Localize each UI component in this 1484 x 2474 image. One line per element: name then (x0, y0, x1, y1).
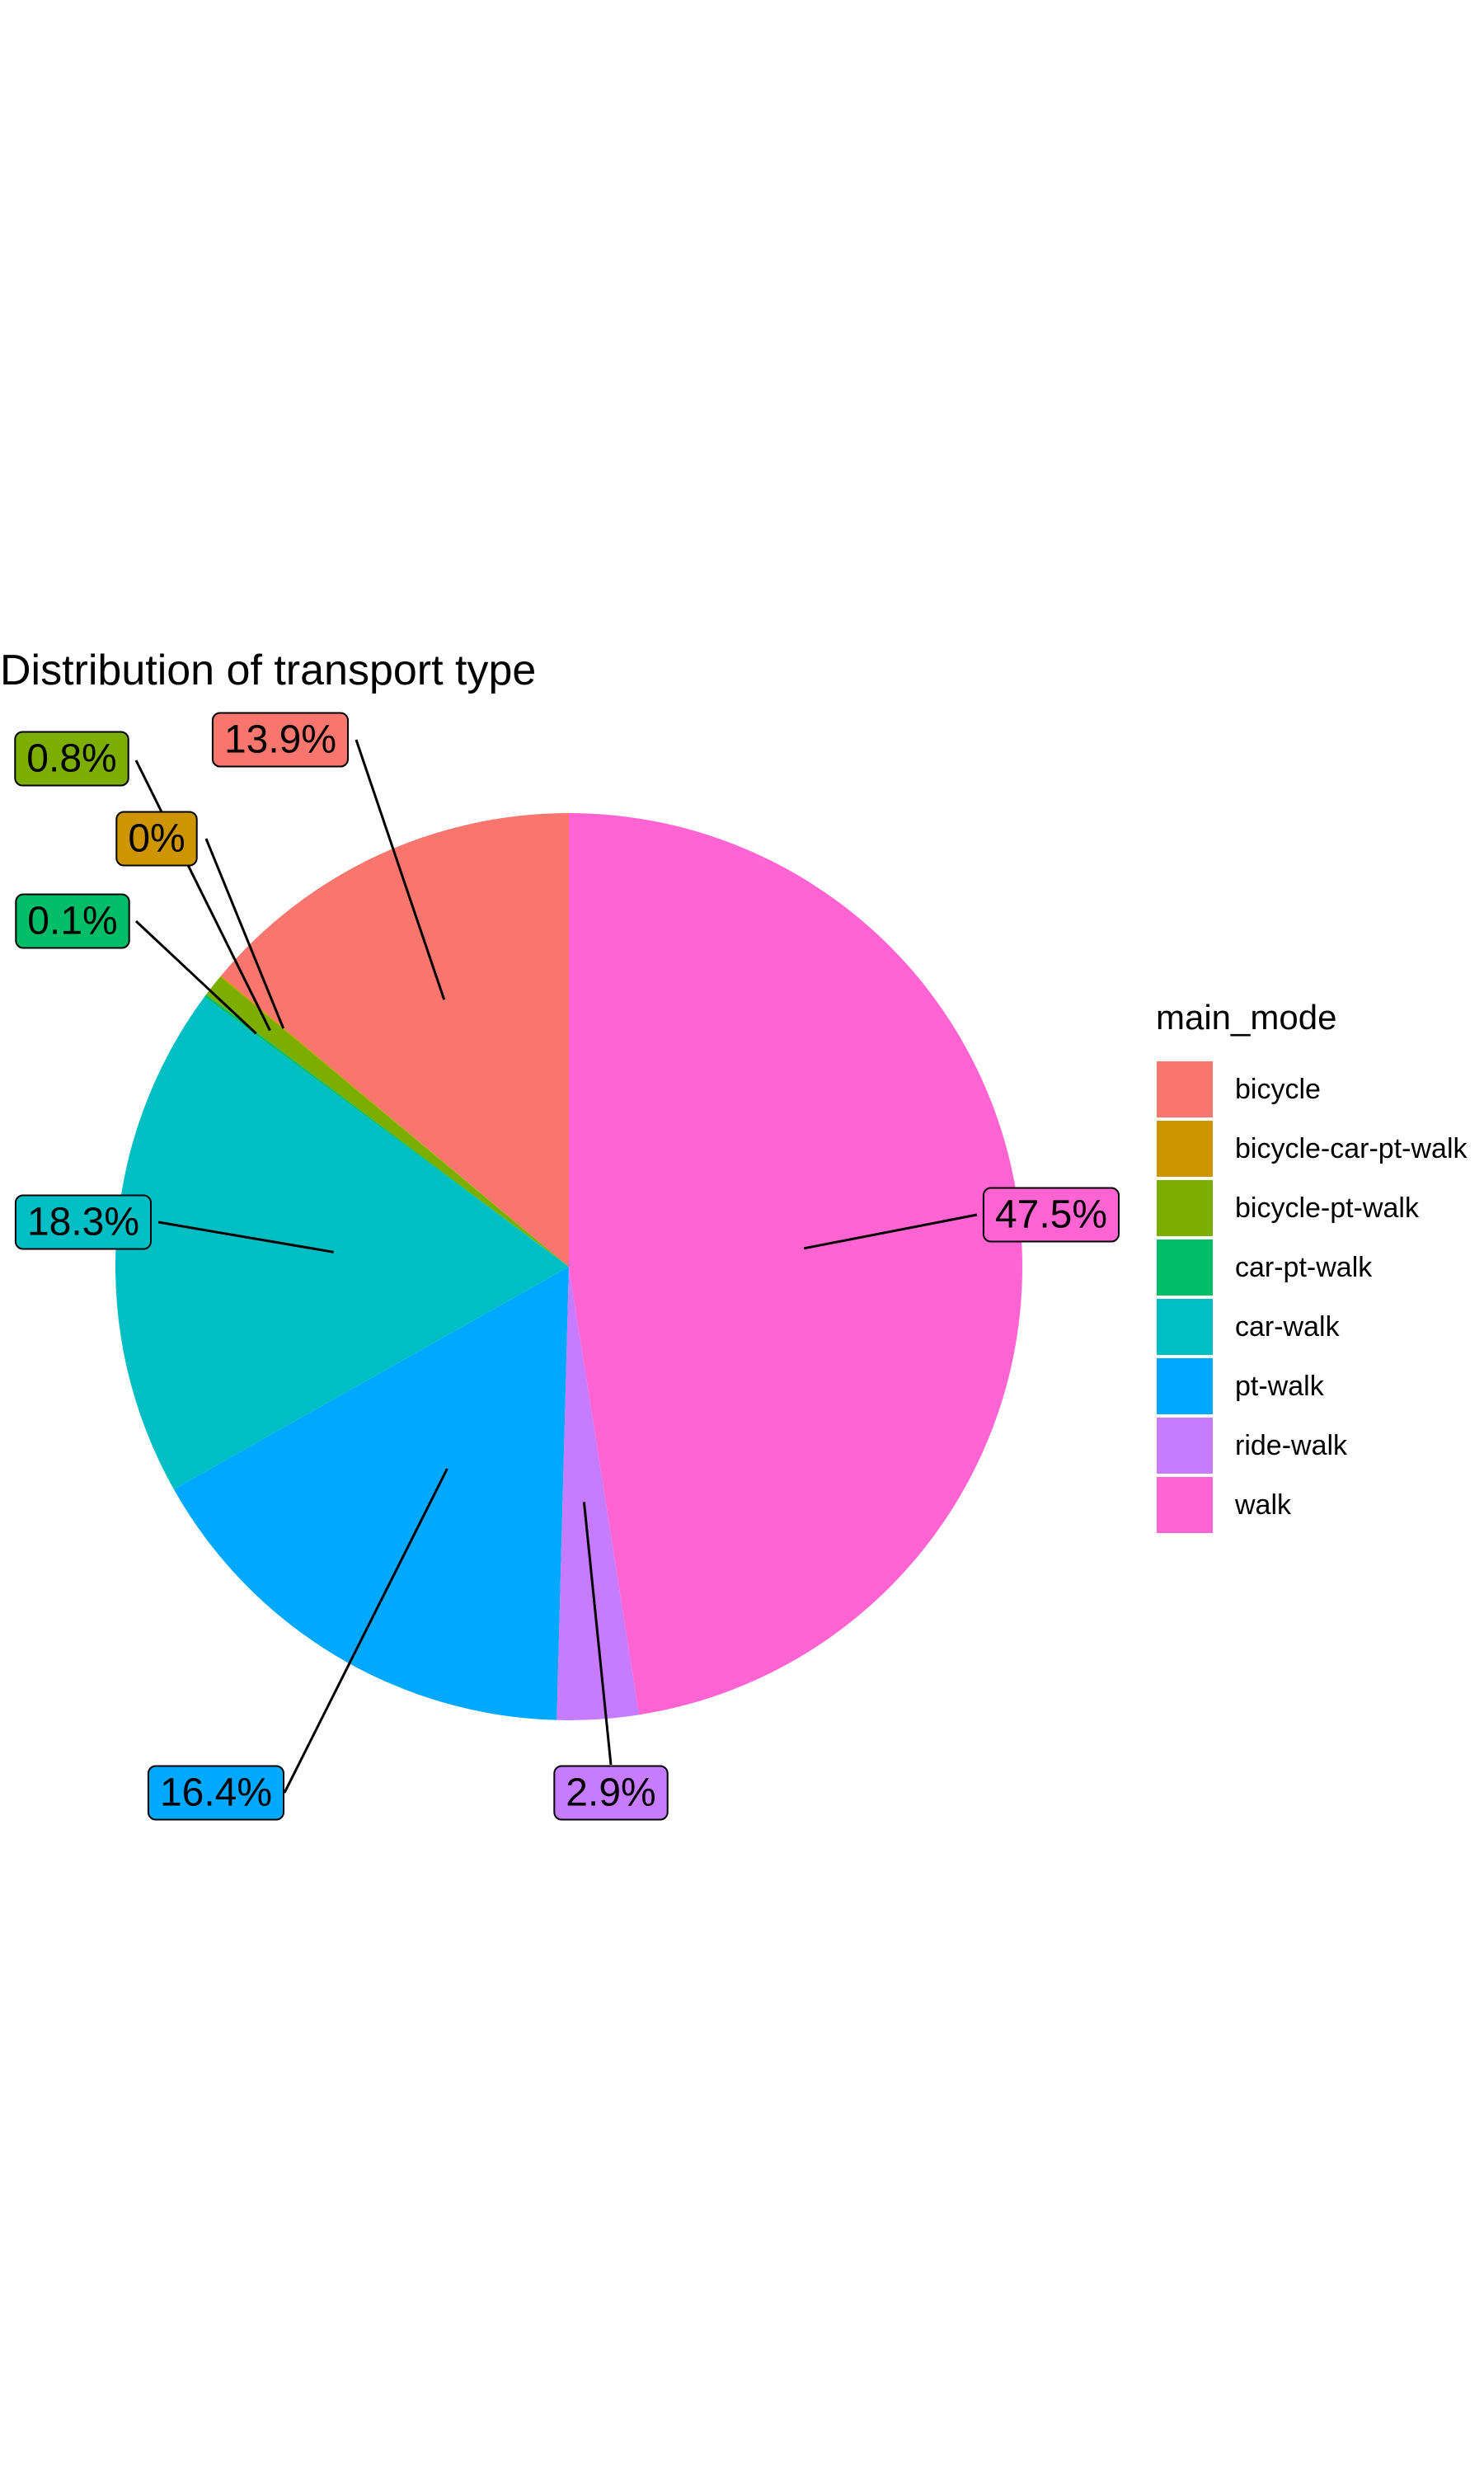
legend: main_mode bicycle bicycle-car-pt-walk bicy… (1156, 998, 1468, 1533)
slice-label-walk: 47.5% (982, 1187, 1120, 1243)
slice-label-text: 0.8% (26, 737, 116, 781)
leader-line-bicycle-car-pt-walk (204, 838, 285, 1029)
slice-label-bicycle-car-pt-walk: 0% (115, 811, 198, 867)
slice-label-box (553, 1765, 669, 1821)
slice-label-box (14, 1194, 153, 1250)
label-leader-lines (134, 739, 978, 1794)
pie-slice-bicycle-car-pt-walk (220, 975, 569, 1267)
legend-label-bicycle: bicycle (1235, 1074, 1321, 1105)
pie-slice-bicycle-pt-walk (206, 976, 569, 1267)
legend-label-car-walk: car-walk (1235, 1311, 1341, 1343)
legend-label-bicycle-car-pt-walk: bicycle-car-pt-walk (1235, 1133, 1468, 1164)
slice-label-text: 0% (128, 817, 185, 861)
legend-label-walk: walk (1234, 1489, 1292, 1521)
pie-slice-walk (569, 813, 1023, 1715)
legend-key-ride-walk (1157, 1418, 1213, 1474)
legend-key-car-pt-walk (1157, 1239, 1213, 1296)
legend-key-bicycle (1157, 1061, 1213, 1117)
slice-label-pt-walk: 16.4% (147, 1765, 284, 1821)
legend-key-bicycle-pt-walk (1157, 1180, 1213, 1236)
pie-slice-car-walk (115, 996, 569, 1489)
slice-label-bicycle-pt-walk: 0.8% (14, 731, 129, 787)
slice-label-box (115, 811, 198, 867)
leader-line-ride-walk (582, 1502, 613, 1766)
slice-label-text: 13.9% (224, 718, 336, 762)
legend-key-pt-walk (1157, 1358, 1213, 1414)
legend-title: main_mode (1156, 998, 1336, 1037)
slice-label-box (982, 1187, 1120, 1243)
slice-label-bicycle: 13.9% (211, 712, 349, 768)
legend-label-bicycle-pt-walk: bicycle-pt-walk (1235, 1192, 1420, 1224)
slice-label-text: 18.3% (27, 1201, 139, 1244)
pie-slice-ride-walk (556, 1267, 640, 1720)
pie-slices (115, 813, 1023, 1720)
legend-label-ride-walk: ride-walk (1235, 1430, 1348, 1461)
leader-line-bicycle (355, 739, 446, 1000)
slice-labels: 13.9% 0% 0.8% 0.1% 18.3% 16.4% 2.9% 47.5% (14, 712, 1120, 1821)
legend-key-walk (1157, 1477, 1213, 1533)
pie-slice-bicycle (221, 813, 569, 1267)
slice-label-box (15, 893, 130, 949)
legend-label-pt-walk: pt-walk (1235, 1371, 1325, 1402)
leader-line-car-pt-walk (134, 920, 257, 1035)
legend-key-bicycle-car-pt-walk (1157, 1121, 1213, 1177)
slice-label-ride-walk: 2.9% (553, 1765, 669, 1821)
slice-label-text: 0.1% (27, 900, 117, 943)
slice-label-text: 16.4% (160, 1771, 272, 1815)
slice-label-box (211, 712, 349, 768)
legend-label-car-pt-walk: car-pt-walk (1235, 1252, 1373, 1283)
slice-label-box (14, 731, 129, 787)
slice-label-text: 2.9% (566, 1771, 655, 1815)
slice-label-box (147, 1765, 284, 1821)
leader-line-pt-walk (283, 1468, 448, 1794)
chart-title: Distribution of transport type (0, 647, 536, 694)
legend-key-car-walk (1157, 1299, 1213, 1355)
leader-line-car-walk (157, 1221, 334, 1253)
slice-label-text: 47.5% (995, 1193, 1107, 1237)
slice-label-car-pt-walk: 0.1% (15, 893, 130, 949)
leader-line-walk (803, 1213, 978, 1250)
pie-slice-pt-walk (173, 1267, 569, 1720)
leader-line-bicycle-pt-walk (134, 760, 271, 1032)
pie-slice-car-pt-walk (204, 994, 569, 1267)
slice-label-car-walk: 18.3% (14, 1194, 153, 1250)
